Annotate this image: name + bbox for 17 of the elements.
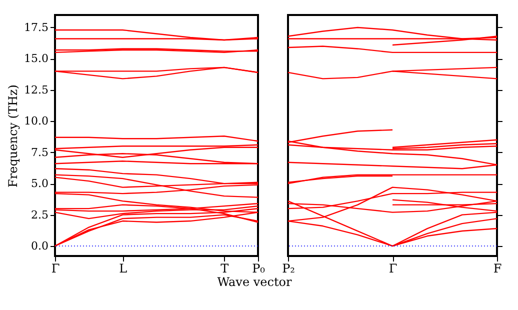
x-tick-label: Γ	[51, 262, 60, 276]
x-tick-label: P₂	[282, 262, 296, 276]
y-tick-label: 0.0	[31, 240, 48, 253]
x-tick-label: P₀	[252, 262, 266, 276]
y-tick-label: 12.5	[24, 83, 48, 96]
x-axis-title: Wave vector	[217, 275, 292, 289]
y-tick-label: 2.5	[31, 208, 48, 222]
y-tick-label: 10.0	[24, 114, 48, 128]
y-tick-label: 17.5	[24, 20, 48, 34]
y-axis-title: Frequency (THz)	[6, 84, 20, 188]
y-tick-label: 15.0	[24, 52, 48, 66]
y-tick-label: 5.0	[31, 177, 48, 190]
x-tick-label: L	[119, 262, 128, 276]
x-tick-label: F	[493, 262, 502, 276]
x-tick-label: T	[220, 262, 229, 276]
y-tick-label: 7.5	[31, 146, 48, 159]
x-tick-label: Γ	[388, 262, 398, 276]
